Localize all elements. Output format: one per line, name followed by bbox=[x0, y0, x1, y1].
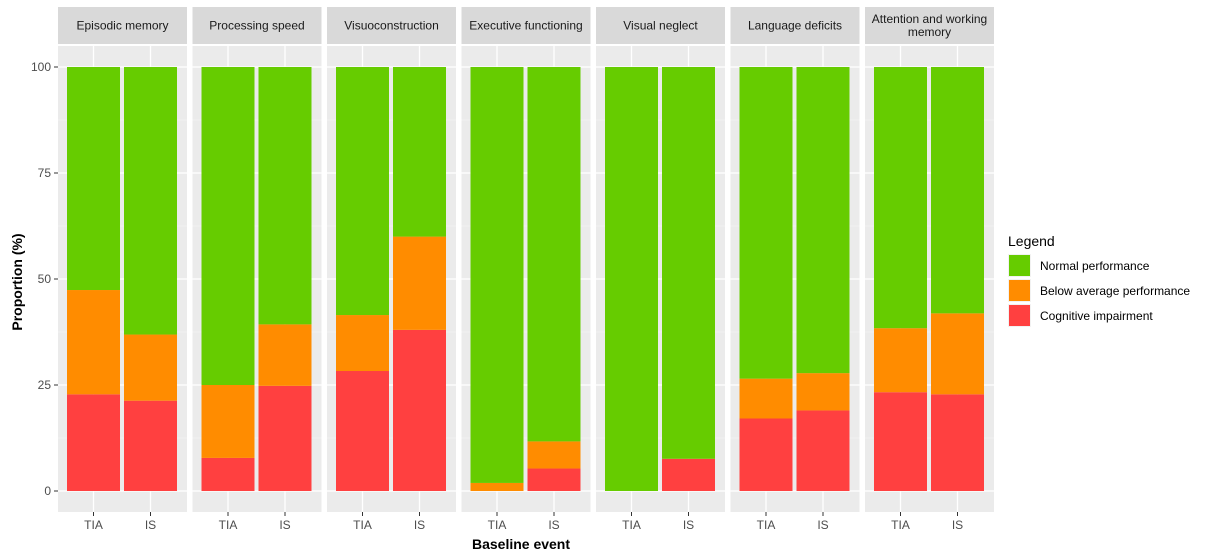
x-tick-label: IS bbox=[817, 518, 828, 532]
x-tick-label: TIA bbox=[622, 518, 641, 532]
x-tick-label: TIA bbox=[84, 518, 103, 532]
x-tick-label: TIA bbox=[353, 518, 372, 532]
facet-panel: Language deficits TIA IS bbox=[730, 7, 860, 532]
bar-segment-normal bbox=[874, 67, 927, 329]
facet-panel: Visual neglect TIA IS bbox=[596, 7, 725, 532]
x-tick-label: TIA bbox=[488, 518, 507, 532]
bar-segment-normal bbox=[67, 67, 120, 291]
bar-segment-below bbox=[124, 334, 177, 401]
legend-title: Legend bbox=[1008, 233, 1055, 249]
bar-segment-cognitive bbox=[874, 392, 927, 491]
legend-swatch bbox=[1009, 280, 1030, 301]
legend-entry: Below average performance bbox=[1040, 284, 1190, 298]
bar-segment-below bbox=[393, 236, 446, 330]
facet-panel: Episodic memory TIA IS bbox=[58, 7, 187, 532]
facet-title: Episodic memory bbox=[76, 19, 168, 33]
facet-panel: Executive functioning TIA IS bbox=[461, 7, 591, 532]
bar-segment-below bbox=[931, 313, 984, 395]
facet-title: memory bbox=[908, 25, 951, 39]
facet-strip bbox=[865, 7, 994, 44]
bar-segment-cognitive bbox=[258, 385, 312, 491]
bar-segment-normal bbox=[605, 67, 658, 491]
facet-title: Visuoconstruction bbox=[344, 19, 439, 33]
facet-strip bbox=[192, 7, 322, 44]
bar-segment-cognitive bbox=[931, 394, 984, 491]
x-tick-label: IS bbox=[952, 518, 963, 532]
bar-segment-below bbox=[739, 378, 793, 419]
bar-segment-below bbox=[258, 324, 312, 386]
x-tick-label: TIA bbox=[219, 518, 238, 532]
bar-segment-cognitive bbox=[527, 468, 581, 491]
y-tick-label: 75 bbox=[38, 166, 52, 180]
bar-segment-cognitive bbox=[662, 458, 715, 491]
x-tick-label: IS bbox=[279, 518, 290, 532]
bar-segment-normal bbox=[336, 67, 389, 316]
bar-segment-normal bbox=[201, 67, 255, 385]
facet-strip bbox=[596, 7, 725, 44]
bar-segment-normal bbox=[931, 67, 984, 314]
y-tick-label: 100 bbox=[31, 60, 51, 74]
legend-swatch bbox=[1009, 305, 1030, 326]
facet-title: Processing speed bbox=[209, 19, 304, 33]
bar-segment-below bbox=[874, 328, 927, 393]
bar-segment-normal bbox=[662, 67, 715, 459]
bar-segment-normal bbox=[393, 67, 446, 237]
bar-segment-cognitive bbox=[124, 400, 177, 491]
bar-segment-cognitive bbox=[201, 457, 255, 491]
legend-swatch bbox=[1009, 255, 1030, 276]
facet-panels: Episodic memory TIA IS Processing speed TIA I… bbox=[58, 7, 994, 532]
bar-segment-cognitive bbox=[393, 329, 446, 491]
x-axis-title: Baseline event bbox=[472, 536, 570, 552]
facet-panel: Visuoconstruction TIA IS bbox=[327, 7, 456, 532]
facet-title: Language deficits bbox=[748, 19, 842, 33]
y-tick-label: 0 bbox=[44, 484, 51, 498]
facet-strip bbox=[327, 7, 456, 44]
legend: Legend Normal performance Below average p… bbox=[1008, 233, 1190, 327]
facet-title: Executive functioning bbox=[469, 19, 582, 33]
x-tick-label: IS bbox=[683, 518, 694, 532]
bar-segment-below bbox=[470, 482, 524, 491]
facet-title: Visual neglect bbox=[623, 19, 698, 33]
bar-segment-cognitive bbox=[336, 371, 389, 491]
bar-segment-normal bbox=[470, 67, 524, 483]
facet-strip bbox=[730, 7, 860, 44]
facet-strip bbox=[461, 7, 591, 44]
legend-entry: Normal performance bbox=[1040, 259, 1150, 273]
facet-title: Attention and working bbox=[872, 12, 987, 26]
bar-segment-below bbox=[796, 373, 850, 411]
bar-segment-cognitive bbox=[67, 394, 120, 491]
y-tick-label: 25 bbox=[38, 378, 52, 392]
y-tick-label: 50 bbox=[38, 272, 52, 286]
bar-segment-below bbox=[527, 441, 581, 469]
bar-segment-cognitive bbox=[739, 418, 793, 491]
bar-segment-below bbox=[336, 315, 389, 372]
bar-segment-normal bbox=[258, 67, 312, 325]
bar-segment-normal bbox=[124, 67, 177, 335]
legend-entry: Cognitive impairment bbox=[1040, 309, 1153, 323]
x-tick-label: TIA bbox=[757, 518, 776, 532]
bar-segment-normal bbox=[739, 67, 793, 379]
y-axis: 0 25 50 75 100 bbox=[31, 60, 58, 498]
x-tick-label: IS bbox=[145, 518, 156, 532]
x-tick-label: IS bbox=[414, 518, 425, 532]
bar-segment-below bbox=[67, 290, 120, 395]
facet-panel: Processing speed TIA IS bbox=[192, 7, 322, 532]
bar-segment-normal bbox=[527, 67, 581, 442]
bar-segment-normal bbox=[796, 67, 850, 374]
bar-segment-cognitive bbox=[796, 410, 850, 491]
x-tick-label: IS bbox=[548, 518, 559, 532]
y-axis-title: Proportion (%) bbox=[9, 233, 25, 330]
facet-strip bbox=[58, 7, 187, 44]
bar-segment-below bbox=[201, 385, 255, 458]
x-tick-label: TIA bbox=[891, 518, 910, 532]
